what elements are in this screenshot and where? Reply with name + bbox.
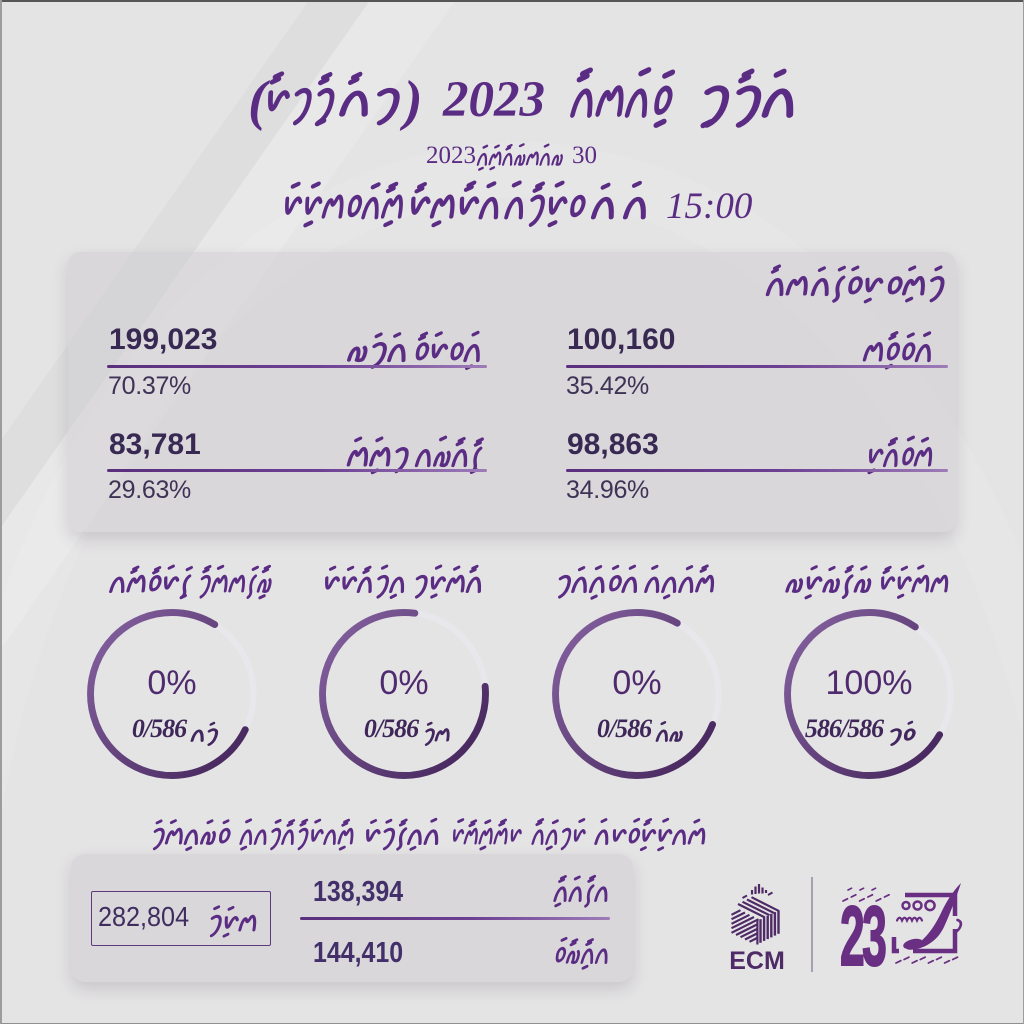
svg-text:23: 23 — [840, 890, 885, 984]
